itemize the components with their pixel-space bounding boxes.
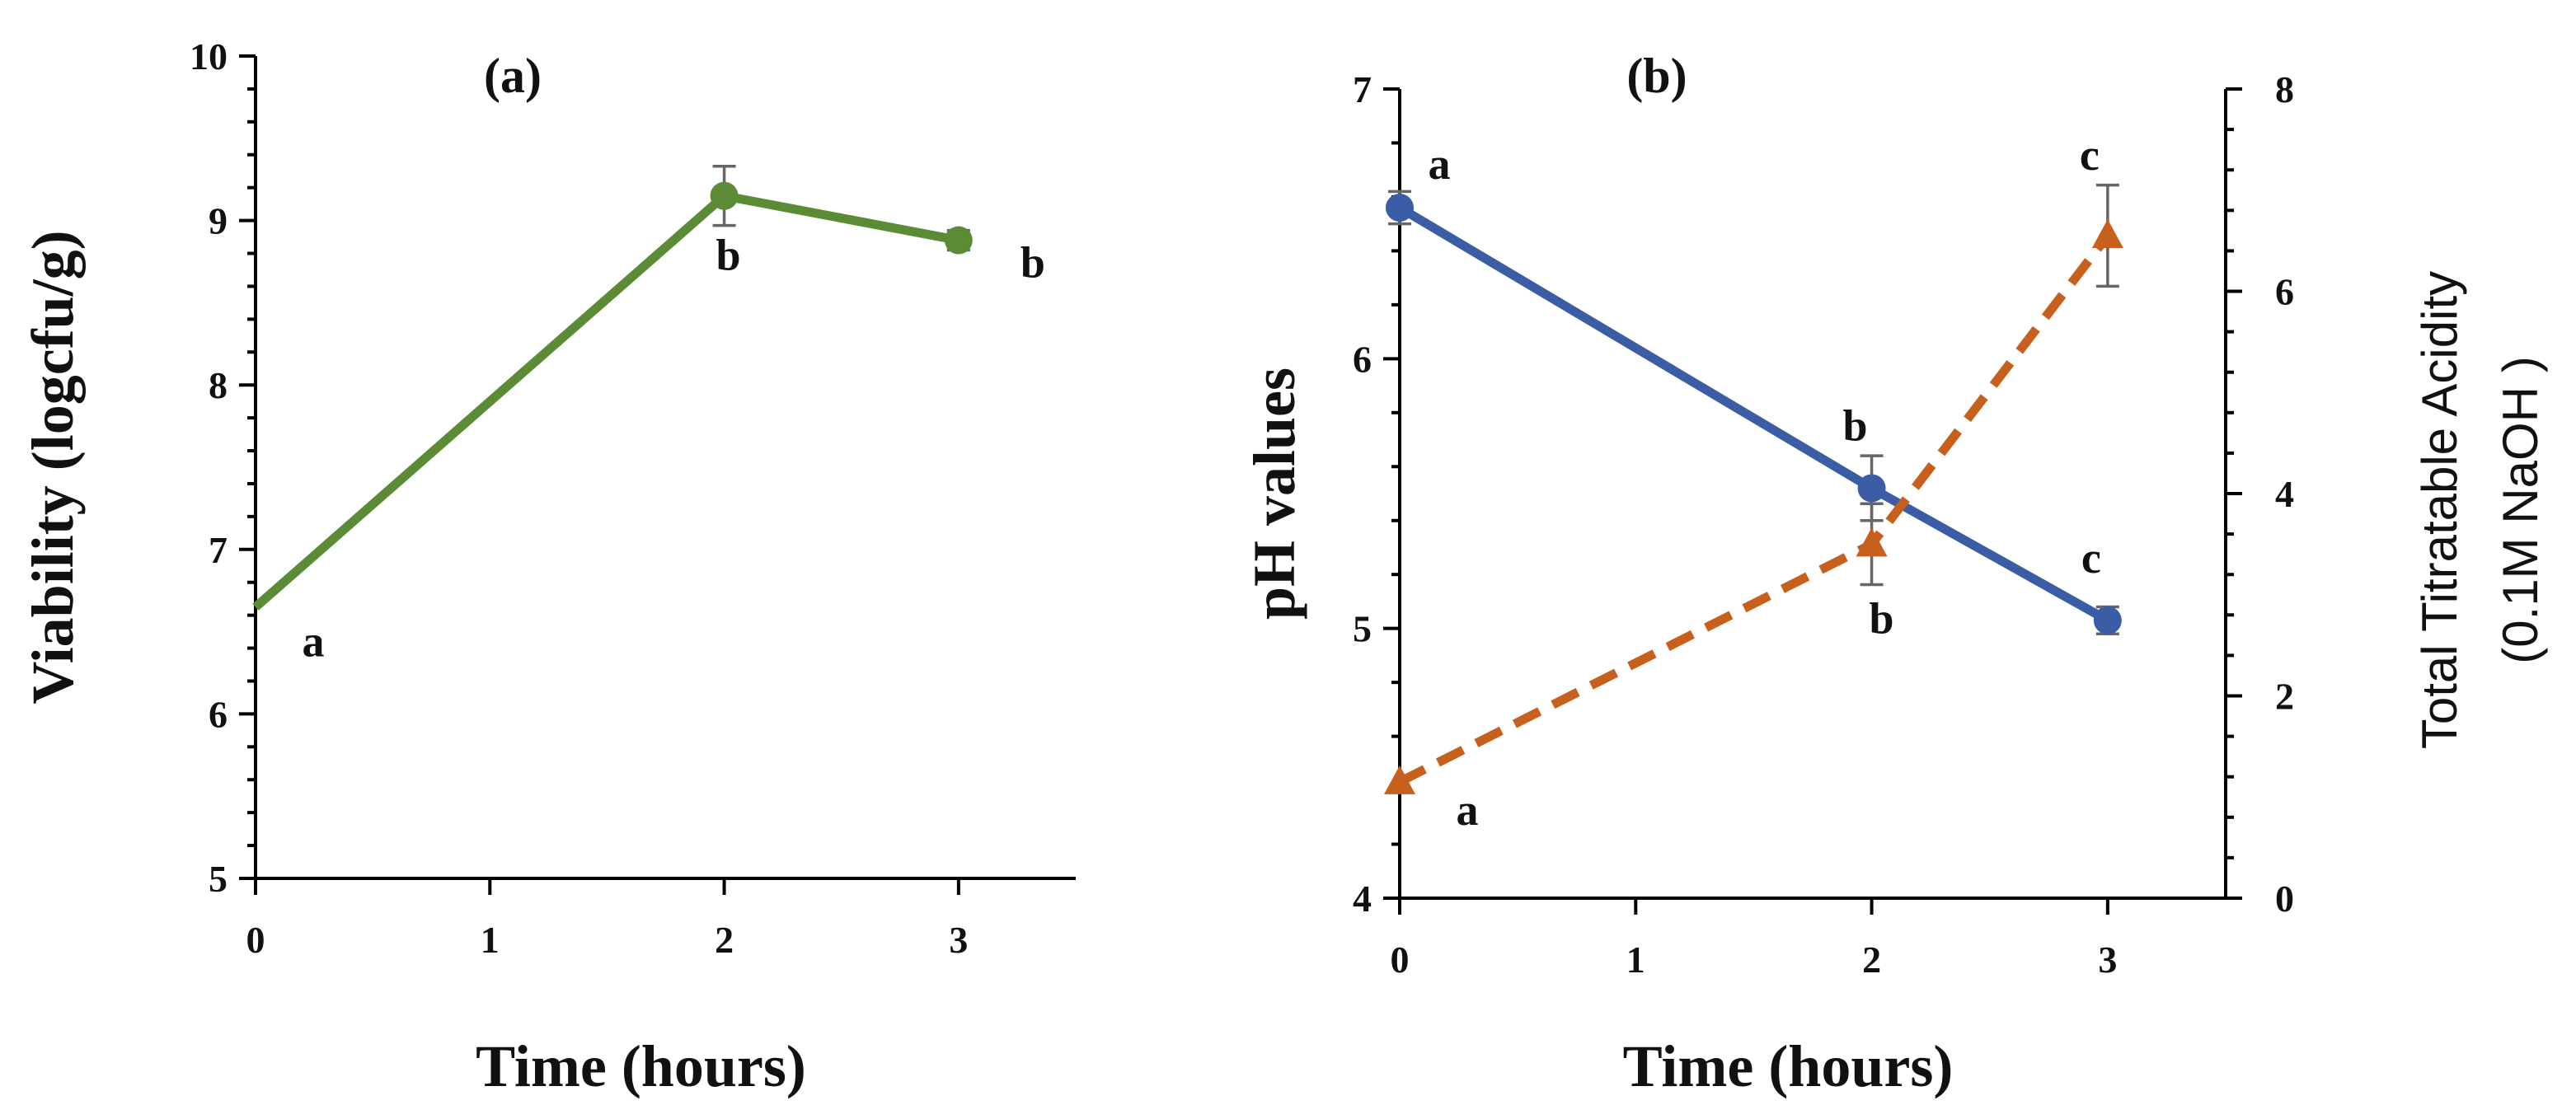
y-axis-title: pH values [1241, 368, 1307, 620]
panel-label: (a) [484, 49, 542, 103]
series-ph: a b c [1386, 139, 2122, 635]
significance-label: a [1457, 785, 1479, 835]
y2-tick-label: 2 [2275, 676, 2294, 718]
x-axis-title: Time (hours) [476, 1033, 806, 1099]
data-point [1857, 474, 1886, 503]
series-line [1397, 204, 2110, 625]
x-tick-label: 1 [481, 919, 500, 961]
y-tick-label: 5 [209, 858, 228, 900]
data-point [2091, 218, 2123, 248]
significance-label: b [1021, 238, 1045, 288]
data-point [710, 181, 739, 210]
series-line [252, 191, 960, 611]
y-tick-label: 8 [209, 364, 228, 406]
y-tick-label: 7 [209, 529, 228, 571]
series-line [1397, 232, 2112, 786]
significance-label: a [303, 617, 325, 667]
x-tick-label: 3 [2098, 939, 2117, 981]
data-point [1384, 765, 1415, 794]
y-tick-label: 6 [1353, 338, 1372, 380]
panel-a-viability-chart: 5 6 7 8 9 10 0 1 2 3 Viability (logcfu/g) Time (hou… [20, 35, 1076, 1099]
panel-b-ph-tta-chart: 4 5 6 7 0 2 4 6 8 Total Titratable Acidity (0.1M N… [1241, 49, 2548, 1099]
y-tick-label: 10 [190, 35, 228, 77]
y2-axis-title-line1: Total Titratable Acidity [2412, 271, 2467, 749]
y-tick-label: 7 [1353, 68, 1372, 110]
series-viability: a b b [252, 164, 1045, 667]
panel-label: (b) [1626, 49, 1687, 103]
data-point [944, 226, 973, 255]
significance-label: a [1429, 139, 1451, 189]
significance-label: c [2080, 130, 2100, 180]
x-tick-label: 2 [1862, 939, 1881, 981]
y2-tick-label: 8 [2275, 68, 2294, 110]
series-total-titratable-acidity: a b c [1384, 130, 2123, 835]
y2-tick-label: 6 [2275, 271, 2294, 313]
y-tick-label: 5 [1353, 608, 1372, 650]
x-tick-label: 0 [1391, 939, 1410, 981]
data-point [2093, 606, 2122, 634]
data-point [1856, 527, 1888, 557]
y-tick-label: 4 [1353, 878, 1372, 920]
x-axis-title: Time (hours) [1623, 1033, 1954, 1099]
significance-label: b [1870, 593, 1894, 643]
x-tick-label: 0 [246, 919, 265, 961]
data-point [1386, 194, 1414, 222]
significance-label: b [1843, 400, 1868, 450]
x-tick-label: 2 [715, 919, 734, 961]
significance-label: b [716, 231, 741, 280]
y-tick-label: 9 [209, 200, 228, 242]
y2-axis-title-line2: (0.1M NaOH ) [2493, 356, 2548, 663]
y-tick-label: 6 [209, 693, 228, 735]
y-axis-title: Viability (logcfu/g) [20, 230, 86, 704]
y2-tick-label: 0 [2275, 878, 2294, 920]
x-tick-label: 3 [949, 919, 968, 961]
significance-label: c [2081, 533, 2101, 583]
x-tick-label: 1 [1626, 939, 1645, 981]
y2-tick-label: 4 [2275, 473, 2294, 515]
